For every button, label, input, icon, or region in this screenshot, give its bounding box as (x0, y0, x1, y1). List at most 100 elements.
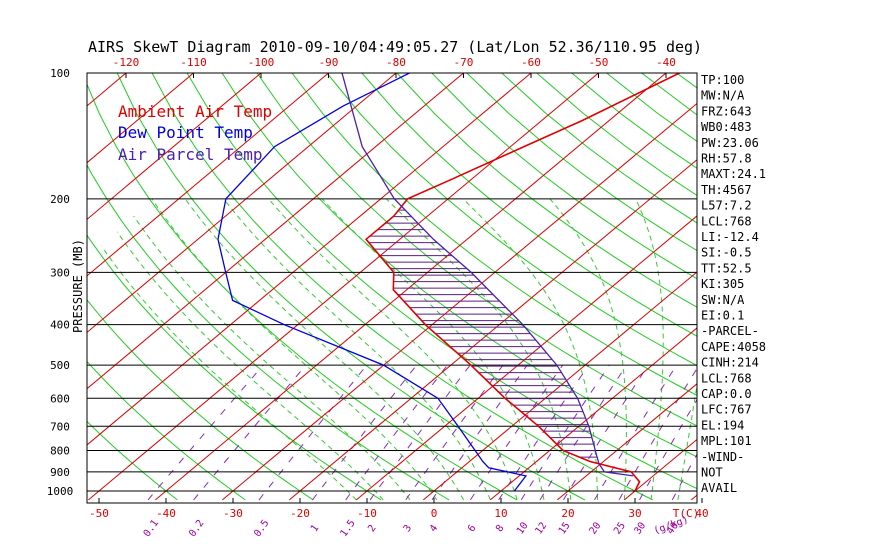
isotherm (758, 64, 870, 500)
bottom-temp-tick-label: 20 (561, 507, 574, 520)
mixing-ratio-label: 0.2 (187, 518, 206, 539)
bottom-temp-tick-label: 30 (628, 507, 641, 520)
index-item: NOT (701, 466, 723, 480)
index-item: TH:4567 (701, 183, 752, 197)
mixing-ratio-line (671, 453, 697, 501)
mixing-ratio-label: 4 (428, 523, 440, 534)
mixing-ratio-label: 30 (632, 520, 648, 536)
mixing-ratio-line (594, 364, 677, 501)
pressure-tick-label: 100 (50, 67, 70, 80)
index-item: TP:100 (701, 73, 744, 87)
pressure-tick-label: 500 (50, 359, 70, 372)
mixing-ratio-label: 0.5 (252, 518, 271, 539)
index-item: LCL:768 (701, 371, 752, 385)
bottom-temp-tick-label: 40 (695, 507, 708, 520)
index-item: -WIND- (701, 450, 744, 464)
index-item: MAXT:24.1 (701, 167, 766, 181)
mixing-ratio-label: 1.5 (338, 518, 357, 539)
moist-adiabat (549, 198, 627, 500)
dry-adiabat (361, 73, 697, 337)
isotherm (356, 215, 697, 501)
cape-hatch (368, 209, 599, 465)
index-item: EL:194 (701, 418, 744, 432)
bottom-temp-tick-label: -30 (223, 507, 243, 520)
mixing-ratio-line (193, 364, 307, 501)
dry-adiabat (87, 420, 178, 501)
isotherm (490, 327, 697, 501)
legend-ambient-air-temp: Ambient Air Temp (118, 102, 272, 121)
index-item: CAP:0.0 (701, 387, 752, 401)
mixing-ratio-line (369, 364, 471, 501)
mixing-ratio-label: 1 (309, 523, 321, 534)
moist-adiabat (184, 198, 465, 501)
top-temp-tick-label: -90 (319, 56, 339, 69)
mixing-ratio-line (405, 364, 504, 501)
moist-adiabat (462, 198, 598, 500)
dry-adiabat (501, 73, 697, 224)
isotherm (825, 64, 870, 500)
isotherm (87, 73, 195, 164)
top-temp-tick-label: -70 (454, 56, 474, 69)
mixing-ratio-label: 3 (402, 523, 414, 534)
isotherm (0, 64, 2, 500)
dry-adiabat (87, 299, 314, 501)
mixing-ratio-label: 15 (557, 520, 573, 536)
moist-adiabat (635, 198, 664, 500)
dry-adiabat (816, 73, 870, 500)
bottom-temp-tick-label: -50 (89, 507, 109, 520)
dry-adiabat (782, 73, 870, 500)
mixing-ratio-label: 2 (366, 523, 378, 534)
dry-adiabat (747, 73, 870, 500)
isotherm (87, 73, 532, 446)
top-temp-tick-label: -80 (386, 56, 406, 69)
bottom-temp-tick-label: -40 (156, 507, 176, 520)
dry-adiabat (291, 73, 697, 397)
index-item: LFC:767 (701, 403, 752, 417)
mixing-ratio-line (618, 367, 697, 501)
dry-adiabat (87, 83, 518, 501)
top-temp-tick-label: -120 (113, 56, 140, 69)
chart-title: AIRS SkewT Diagram 2010-09-10/04:49:05.2… (88, 38, 702, 56)
index-item: FRZ:643 (701, 104, 752, 118)
mixing-ratio-label: 6 (466, 523, 478, 534)
ambient-air-temp-line (364, 73, 680, 492)
mixing-ratio-label: 12 (533, 520, 549, 536)
legend-dew-point-temp: Dew Point Temp (118, 123, 253, 142)
bottom-temp-tick-label: -10 (357, 507, 377, 520)
moist-adiabat (116, 231, 384, 501)
index-item: CAPE:4058 (701, 340, 766, 354)
moist-adiabat (385, 198, 572, 500)
mixing-ratio-label: 25 (612, 520, 628, 536)
dry-adiabat (396, 73, 697, 308)
moist-adiabat (133, 215, 411, 501)
moist-adiabat (101, 246, 357, 501)
top-temp-tick-label: -50 (589, 56, 609, 69)
mixing-ratio-line (539, 364, 628, 501)
index-item: CINH:214 (701, 356, 759, 370)
profile-lines (217, 73, 680, 492)
pressure-tick-label: 800 (50, 444, 70, 457)
mixing-ratio-label: 0.1 (142, 518, 161, 539)
isotherm (0, 64, 70, 500)
isotherm (87, 73, 262, 220)
index-item: EI:0.1 (701, 309, 744, 323)
dew-point-temp-line (217, 73, 528, 492)
index-item: LCL:768 (701, 214, 752, 228)
mixing-ratio-line (563, 364, 649, 501)
mixing-ratio-line (147, 364, 264, 501)
y-axis-label: PRESSURE (MB) (71, 239, 85, 333)
pressure-tick-label: 700 (50, 420, 70, 433)
mixing-ratio-label: 20 (588, 520, 604, 536)
isotherm (88, 73, 600, 501)
index-item: SW:N/A (701, 293, 745, 307)
index-item: MPL:101 (701, 434, 752, 448)
mixing-ratio-label: 10 (515, 520, 531, 536)
isotherm (87, 73, 330, 277)
mixing-ratio-line (639, 398, 697, 501)
mixing-ratio-line (312, 364, 417, 501)
dry-adiabat (256, 73, 697, 427)
